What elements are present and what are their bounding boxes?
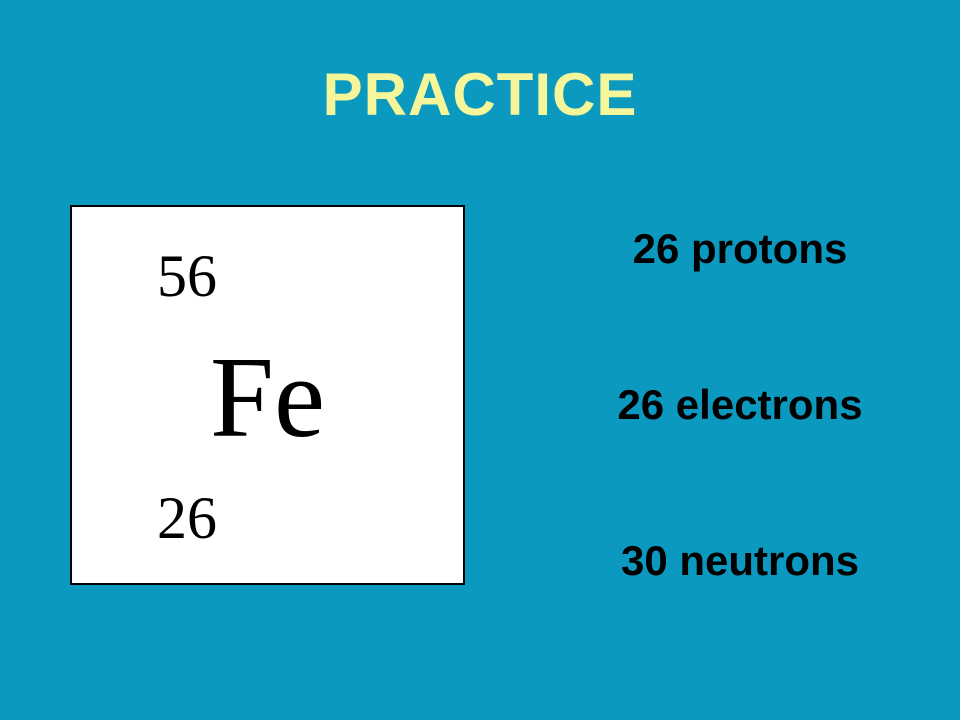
element-box: 56 Fe 26 [70, 205, 465, 585]
slide-title: PRACTICE [0, 60, 960, 129]
fact-protons: 26 protons [555, 225, 925, 273]
fact-electrons: 26 electrons [555, 381, 925, 429]
facts-list: 26 protons 26 electrons 30 neutrons [555, 225, 925, 585]
element-symbol: Fe [72, 332, 463, 464]
mass-number: 56 [157, 242, 217, 311]
fact-neutrons: 30 neutrons [555, 537, 925, 585]
atomic-number: 26 [157, 484, 217, 553]
